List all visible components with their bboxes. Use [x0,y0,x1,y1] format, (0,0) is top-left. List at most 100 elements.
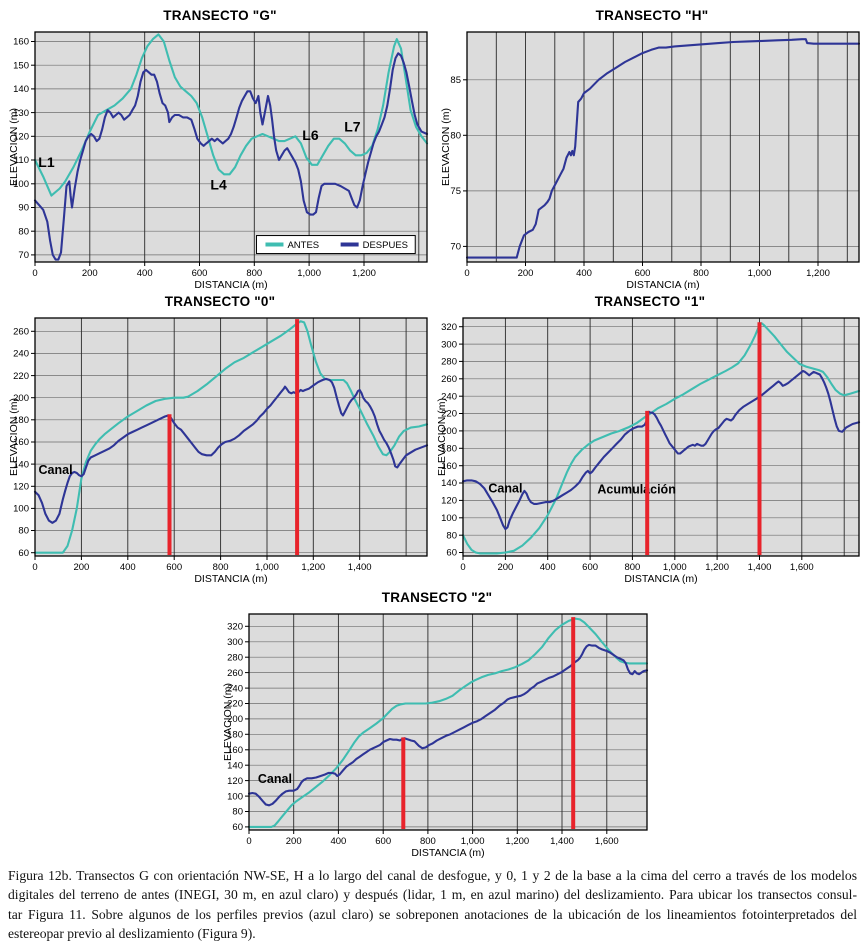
svg-text:DISTANCIA (m): DISTANCIA (m) [194,573,267,585]
transect-2-plot: Canal 60 80 100 120 140 160 180 200 220 240 260 280 3… [222,613,649,859]
svg-text:DISTANCIA (m): DISTANCIA (m) [624,573,697,585]
figure-caption: Figura 12b. Transectos G con orientación… [8,866,857,943]
svg-text:600: 600 [635,268,651,279]
svg-text:200: 200 [497,562,513,573]
svg-text:240: 240 [227,683,243,694]
svg-text:800: 800 [246,268,262,279]
transect-0-plot: Canal 60 80 100 120 140 160 180 200 220 240 260 0 200… [8,317,429,585]
svg-text:240: 240 [13,349,29,360]
transect-h-plot: 70 75 80 85 0 200 400 600 800 1,000 1,200 DISTANCIA… [440,31,861,291]
svg-text:DISTANCIA (m): DISTANCIA (m) [411,847,484,859]
svg-text:1,200: 1,200 [806,268,830,279]
svg-text:1,000: 1,000 [663,562,687,573]
svg-text:L1: L1 [38,154,55,170]
caption-line-3: tar Figura 11. Sobre algunos de los perf… [8,906,857,922]
svg-text:60: 60 [232,822,243,833]
svg-text:200: 200 [13,393,29,404]
svg-text:280: 280 [227,652,243,663]
svg-text:1,000: 1,000 [461,836,485,847]
svg-text:1,200: 1,200 [301,562,325,573]
transect-h-chart: TRANSECTO "H" 70 75 80 85 0 200 400 600 800 1,000… [440,8,864,297]
svg-text:200: 200 [73,562,89,573]
svg-text:1,200: 1,200 [505,836,529,847]
transect-1-plot: Canal Acumulación 60 80 100 120 140 160 180 200 22… [436,317,861,585]
svg-text:160: 160 [13,37,29,48]
svg-text:140: 140 [13,459,29,470]
svg-text:70: 70 [450,242,461,253]
svg-text:Acumulación: Acumulación [597,483,676,497]
svg-text:ELEVACION (m): ELEVACION (m) [440,108,452,186]
svg-text:L6: L6 [302,127,319,143]
svg-text:60: 60 [18,548,29,559]
svg-text:400: 400 [120,562,136,573]
svg-text:800: 800 [420,836,436,847]
svg-text:1,400: 1,400 [550,836,574,847]
svg-text:DISTANCIA (m): DISTANCIA (m) [626,279,699,291]
svg-text:220: 220 [13,371,29,382]
svg-text:120: 120 [13,132,29,143]
caption-line-4: estereopar previo al deslizamiento (Figu… [8,925,256,941]
svg-text:70: 70 [18,250,29,261]
svg-text:100: 100 [13,504,29,515]
svg-text:0: 0 [464,268,469,279]
svg-text:1,600: 1,600 [595,836,619,847]
svg-text:80: 80 [232,807,243,818]
svg-text:180: 180 [441,444,457,455]
svg-text:DESPUES: DESPUES [363,240,408,251]
svg-text:160: 160 [227,745,243,756]
svg-text:220: 220 [227,699,243,710]
svg-text:0: 0 [460,562,465,573]
svg-text:240: 240 [441,391,457,402]
svg-text:200: 200 [518,268,534,279]
svg-text:300: 300 [227,637,243,648]
transect-h-title: TRANSECTO "H" [595,8,709,23]
svg-text:260: 260 [13,327,29,338]
caption-line-2: digitales del terreno de antes (INEGI, 3… [8,887,857,903]
svg-text:180: 180 [227,730,243,741]
transect-g-title: TRANSECTO "G" [163,8,277,23]
svg-text:200: 200 [82,268,98,279]
svg-text:600: 600 [375,836,391,847]
svg-text:280: 280 [441,357,457,368]
svg-text:600: 600 [166,562,182,573]
svg-text:ELEVACION (m): ELEVACION (m) [436,398,448,476]
svg-text:400: 400 [137,268,153,279]
svg-text:1,400: 1,400 [348,562,372,573]
svg-text:0: 0 [246,836,251,847]
svg-text:80: 80 [450,131,461,142]
svg-text:85: 85 [450,75,461,86]
svg-text:120: 120 [13,482,29,493]
caption-line-1: Figura 12b. Transectos G con orientación… [8,868,857,883]
svg-text:0: 0 [32,562,37,573]
svg-text:800: 800 [213,562,229,573]
transect-0-title: TRANSECTO "0" [164,294,276,309]
svg-text:ELEVACION (m): ELEVACION (m) [222,683,234,761]
transect-1-chart: TRANSECTO "1" Canal Acumulación 60 80 100 120… [436,294,864,591]
svg-text:80: 80 [446,530,457,541]
svg-text:L7: L7 [344,119,361,135]
svg-text:110: 110 [14,155,29,166]
svg-text:0: 0 [32,268,37,279]
svg-text:1,000: 1,000 [748,268,772,279]
svg-text:400: 400 [330,836,346,847]
svg-text:600: 600 [582,562,598,573]
svg-text:DISTANCIA (m): DISTANCIA (m) [194,279,267,291]
svg-text:140: 140 [13,84,29,95]
transect-g-chart: TRANSECTO "G" L1 L4 L6 L7 70 80 90 100 110 120 130… [8,8,432,297]
svg-text:120: 120 [441,496,457,507]
svg-text:80: 80 [18,226,29,237]
svg-text:800: 800 [624,562,640,573]
svg-text:140: 140 [227,760,243,771]
svg-text:100: 100 [441,513,457,524]
svg-text:80: 80 [18,526,29,537]
svg-text:Canal: Canal [258,772,292,786]
svg-text:200: 200 [286,836,302,847]
svg-text:160: 160 [441,461,457,472]
svg-text:200: 200 [441,426,457,437]
svg-text:200: 200 [227,714,243,725]
svg-text:140: 140 [441,478,457,489]
transect-1-title: TRANSECTO "1" [594,294,706,309]
svg-text:130: 130 [13,108,29,119]
svg-text:90: 90 [18,203,29,214]
